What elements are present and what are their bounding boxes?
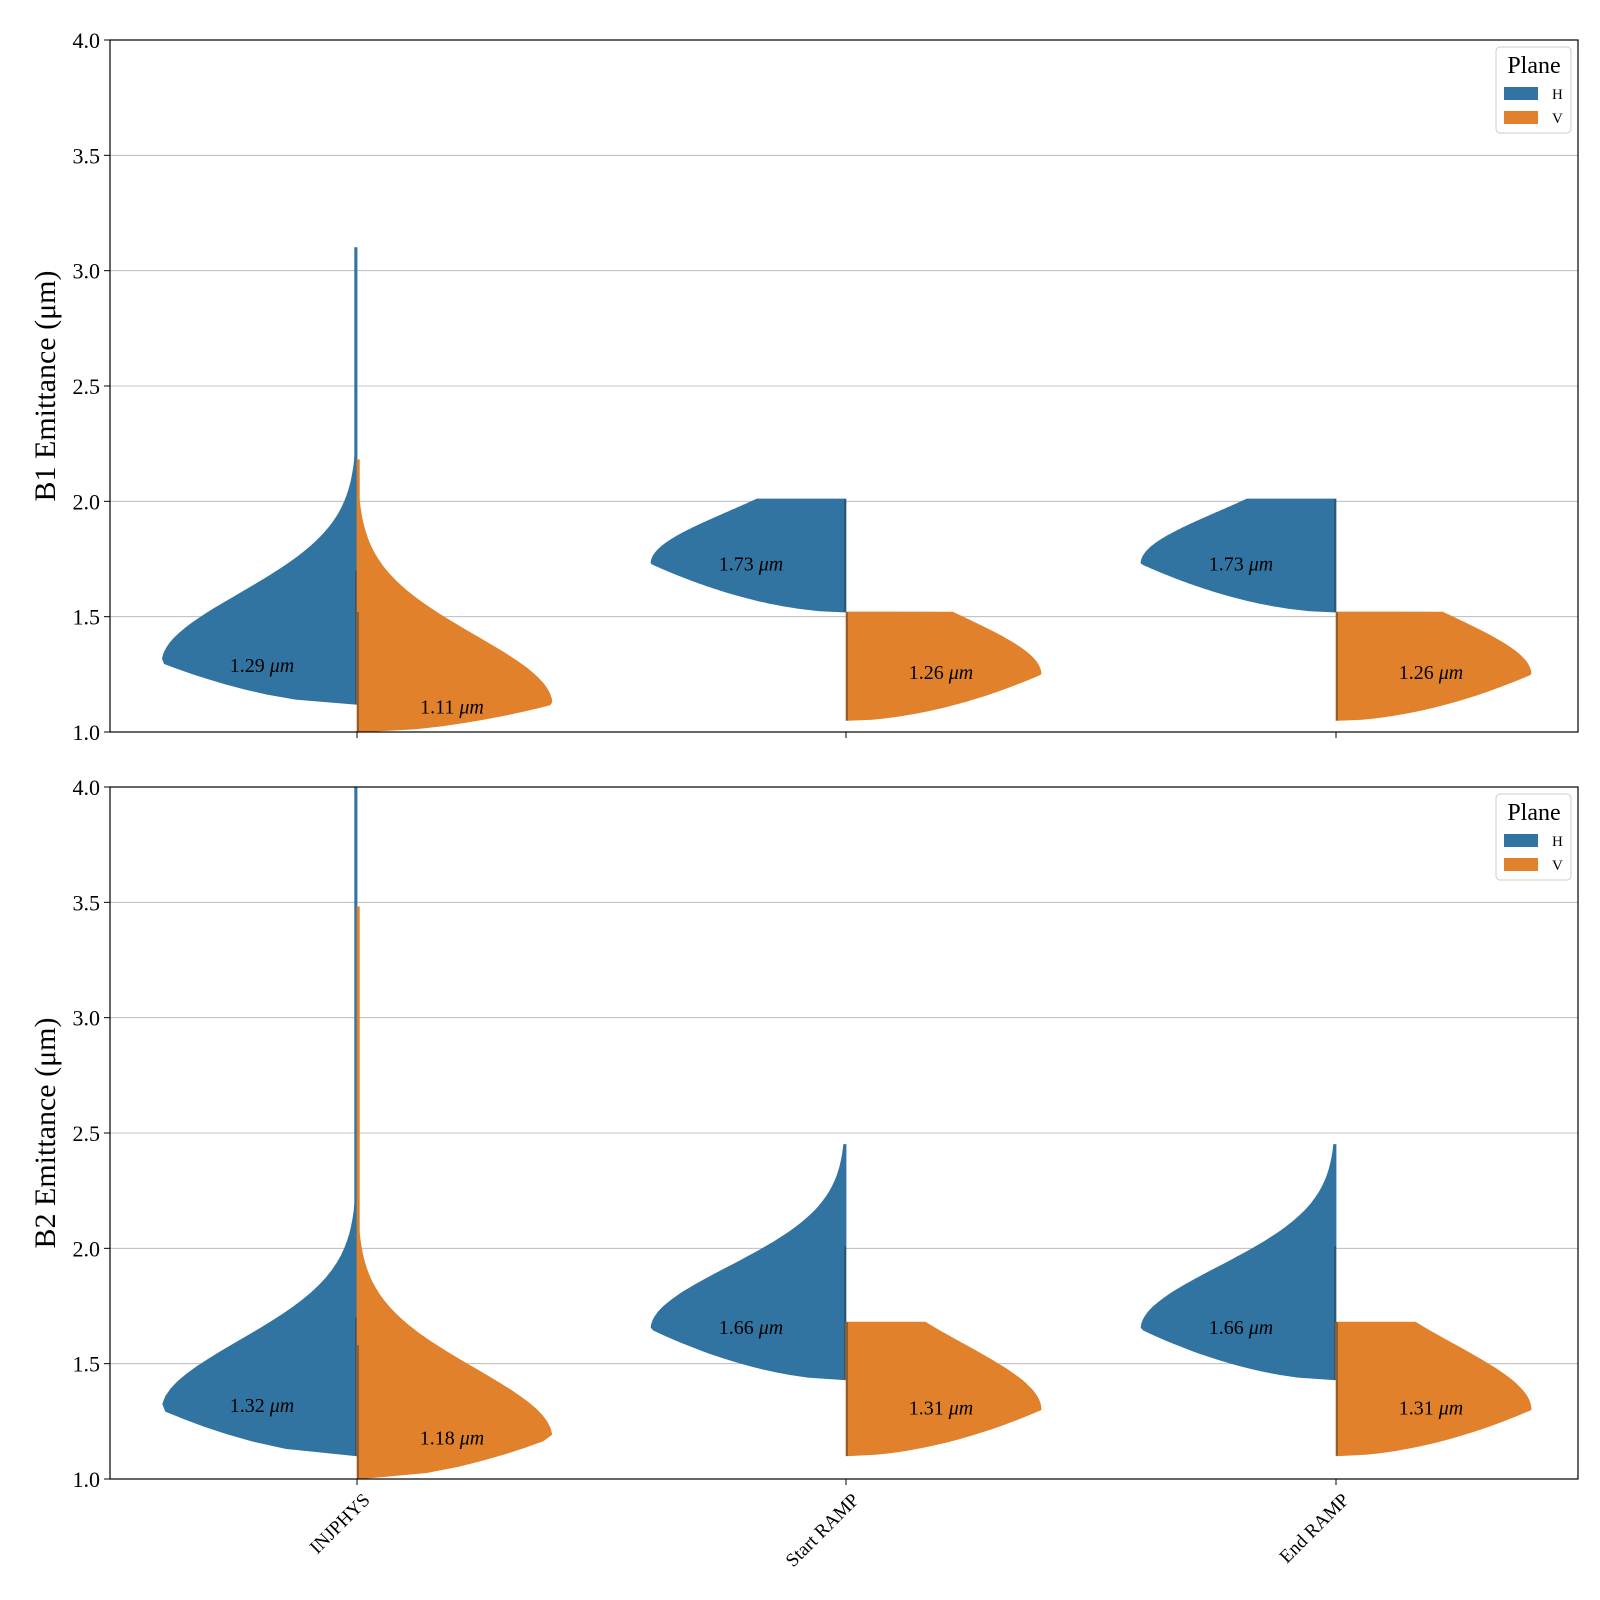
y-tick-label: 2.5	[73, 374, 101, 399]
legend-entry-h: H	[1552, 834, 1563, 850]
legend: Plane HV	[1495, 46, 1572, 134]
median-annotation: 1.66 μm	[1209, 1317, 1273, 1339]
legend-entry-v: V	[1552, 111, 1563, 127]
violin-h-2	[650, 498, 847, 613]
y-tick-label: 4.0	[73, 775, 101, 800]
legend: Plane HV	[1495, 793, 1572, 881]
median-annotation: 1.26 μm	[1399, 662, 1463, 684]
x-tick-label: INJPHYS	[306, 1490, 375, 1559]
y-axis-label: B1 Emittance (μm)	[29, 270, 62, 501]
legend-swatch-h	[1504, 87, 1538, 100]
median-annotation: 1.73 μm	[1209, 554, 1273, 576]
y-tick-label: 2.0	[73, 489, 101, 514]
y-tick-label: 1.5	[73, 1352, 101, 1377]
y-tick-label: 3.0	[73, 259, 101, 284]
y-tick-label: 3.0	[73, 1006, 101, 1031]
median-annotation: 1.31 μm	[1399, 1397, 1463, 1419]
y-tick-label: 2.0	[73, 1236, 101, 1261]
median-annotation: 1.26 μm	[909, 662, 973, 684]
median-annotation: 1.29 μm	[230, 655, 294, 677]
legend-swatch-h	[1504, 834, 1538, 847]
median-annotation: 1.31 μm	[909, 1397, 973, 1419]
median-annotation: 1.32 μm	[230, 1395, 294, 1417]
median-annotation: 1.11 μm	[420, 697, 484, 719]
violin-v-2	[845, 611, 1042, 721]
legend-title: Plane	[1507, 800, 1560, 826]
x-tick-label: Start RAMP	[782, 1490, 864, 1572]
violin-v-3	[1335, 611, 1532, 721]
median-annotation: 1.18 μm	[420, 1427, 484, 1449]
y-tick-label: 3.5	[73, 143, 101, 168]
violin-h-2	[650, 1144, 847, 1381]
y-axis-label: B2 Emittance (μm)	[29, 1017, 62, 1248]
legend-swatch-v	[1504, 111, 1538, 124]
violin-h-1	[161, 247, 358, 705]
legend-entry-h: H	[1552, 87, 1563, 103]
y-tick-label: 2.5	[73, 1121, 101, 1146]
median-annotation: 1.66 μm	[719, 1317, 783, 1339]
y-tick-label: 3.5	[73, 890, 101, 915]
legend-title: Plane	[1507, 53, 1560, 79]
y-tick-label: 4.0	[73, 28, 101, 53]
violin-v-2	[845, 1321, 1042, 1457]
violin-v-3	[1335, 1321, 1532, 1457]
y-tick-label: 1.0	[73, 1467, 101, 1492]
violin-h-1	[162, 786, 358, 1457]
violin-v-1	[356, 906, 553, 1480]
legend-swatch-v	[1504, 858, 1538, 871]
violin-h-3	[1140, 1144, 1337, 1381]
legend-entry-v: V	[1552, 858, 1563, 874]
panel-1: 1.0 1.5 2.0 2.5 3.0 3.5 4.0 B1 Emittance (μm) 1.…	[29, 28, 1579, 745]
violin-h-3	[1140, 498, 1337, 613]
violin-v-1	[356, 459, 553, 733]
x-tick-label: End RAMP	[1276, 1490, 1354, 1568]
median-annotation: 1.73 μm	[719, 554, 783, 576]
axes-frame	[109, 39, 1579, 733]
axes-frame	[109, 786, 1579, 1480]
panel-2: 1.0 1.5 2.0 2.5 3.0 3.5 4.0 B2 Emittance (μm) 1.…	[29, 775, 1579, 1492]
y-tick-label: 1.5	[73, 605, 101, 630]
y-tick-label: 1.0	[73, 720, 101, 745]
